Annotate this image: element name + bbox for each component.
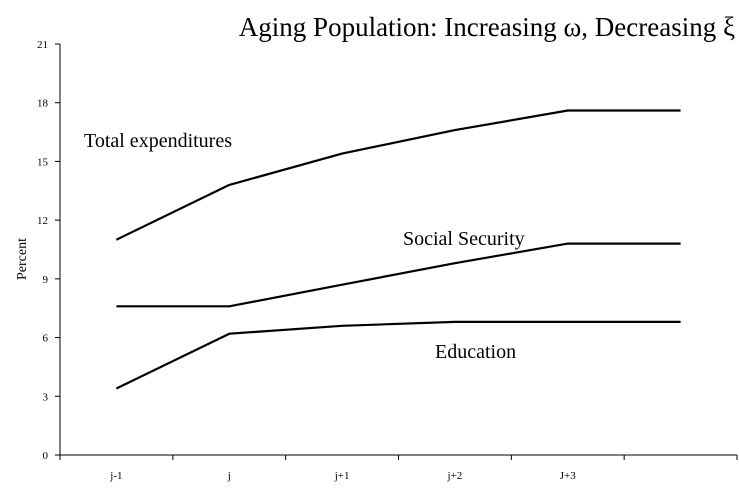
- series-label-education: Education: [435, 341, 516, 363]
- series-group: [115, 109, 681, 390]
- y-tick-label: 9: [43, 274, 49, 286]
- y-tick-label: 12: [37, 215, 48, 227]
- y-tick-label: 6: [43, 333, 49, 345]
- series-label-total-expenditures: Total expenditures: [84, 130, 232, 152]
- x-tick-label: j-1: [109, 470, 122, 482]
- series-line-total-expenditures: [115, 109, 681, 241]
- y-tick-label: 15: [37, 156, 49, 168]
- chart-title: Aging Population: Increasing ω, Decreasi…: [239, 12, 735, 42]
- x-tick-label: j+2: [447, 470, 463, 482]
- y-tick-label: 3: [43, 391, 49, 403]
- series-line-education: [115, 320, 681, 390]
- series-labels: Total expenditures Social Security Educati…: [84, 130, 525, 363]
- y-tick-label: 0: [43, 450, 49, 462]
- series-label-social-security: Social Security: [403, 228, 525, 250]
- x-tick-label: j+1: [334, 470, 350, 482]
- y-tick-label: 18: [37, 98, 49, 110]
- x-tick-label: J+3: [560, 470, 576, 482]
- y-tick-label: 21: [37, 39, 48, 51]
- x-tick-label: j: [227, 470, 231, 482]
- ticks: 0 3 6 9 12 15 18 21 j-1 j j+1 j+2 J+3: [37, 39, 738, 482]
- axes: [59, 44, 737, 456]
- series-line-social-security: [116, 242, 681, 308]
- y-axis-label: Percent: [15, 238, 30, 280]
